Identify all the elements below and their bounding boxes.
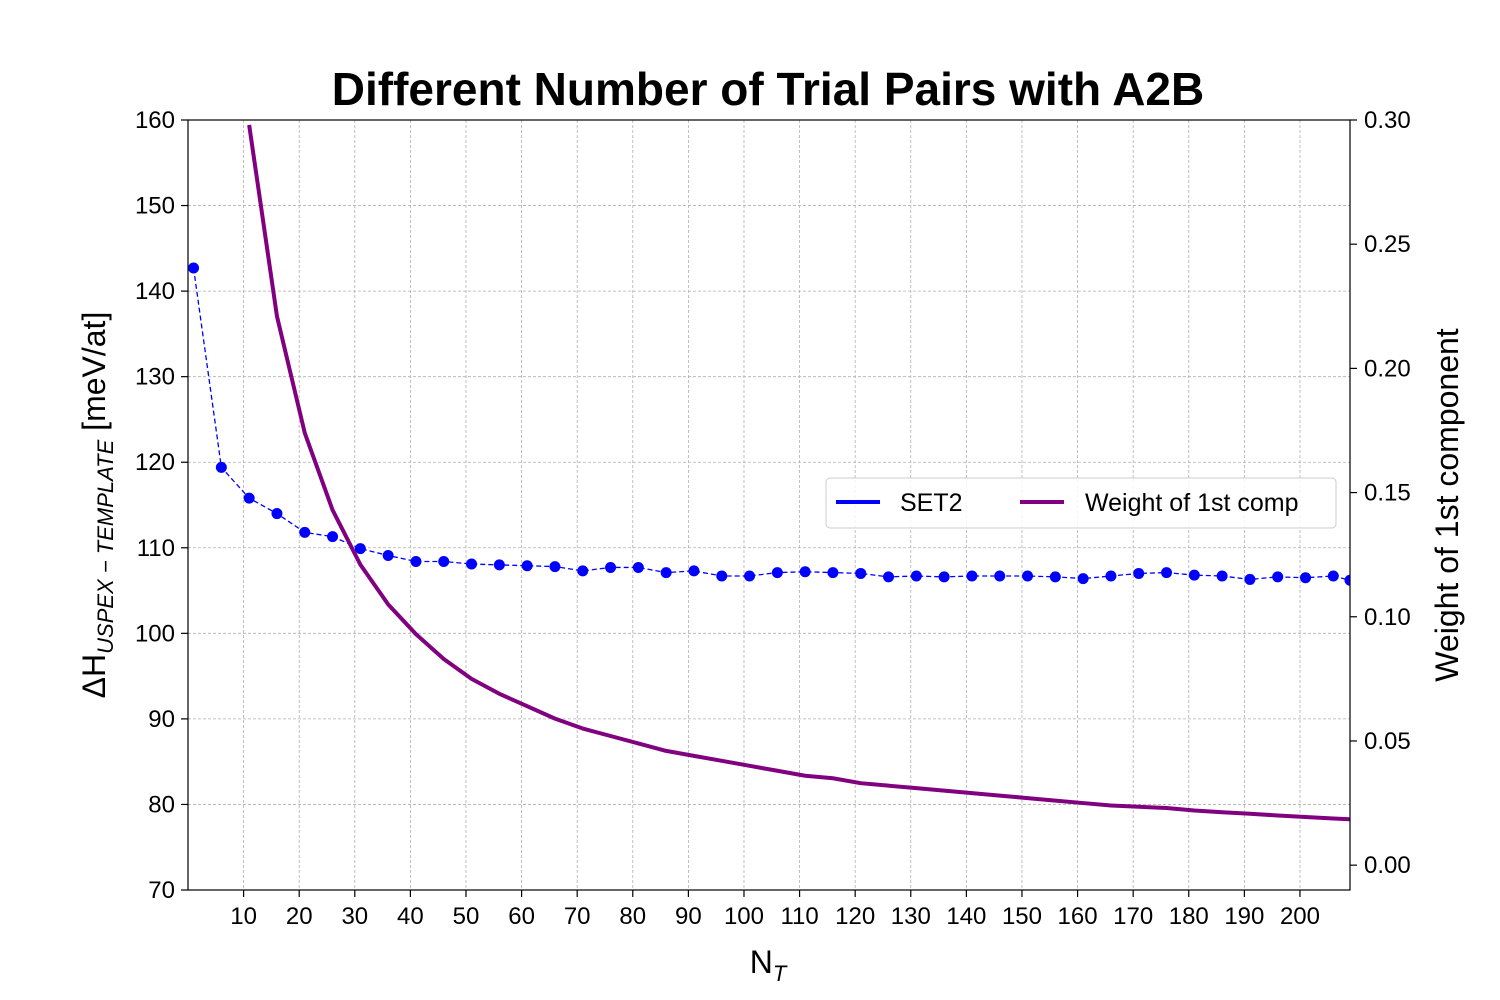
- y-left-tick-label: 130: [135, 364, 175, 391]
- series-set2-point: [799, 566, 811, 578]
- series-set2-point: [577, 565, 589, 577]
- series-set2-point: [1161, 567, 1173, 579]
- y-right-tick-label: 0.30: [1364, 107, 1411, 134]
- x-tick-label: 180: [1169, 903, 1209, 930]
- series-set2-line: [192, 267, 1350, 581]
- series-set2-point: [1327, 570, 1339, 582]
- series-set2-point: [382, 549, 394, 561]
- series-set2-point: [660, 567, 672, 579]
- series-set2-point: [938, 571, 950, 583]
- series-set2-point: [466, 558, 478, 570]
- series-set2-point: [1216, 570, 1228, 582]
- series-set2-point: [883, 571, 895, 583]
- y-right-tick-label: 0.25: [1364, 231, 1411, 258]
- y-left-tick-label: 150: [135, 193, 175, 220]
- series-set2-point: [994, 570, 1006, 582]
- x-tick-label: 200: [1280, 903, 1320, 930]
- series-set2-point: [688, 565, 700, 577]
- x-tick-label: 170: [1113, 903, 1153, 930]
- legend: SET2 Weight of 1st comp: [825, 477, 1337, 529]
- series-set2-point: [1344, 574, 1350, 586]
- series-set2-point: [632, 561, 644, 573]
- series-set2-point: [744, 570, 756, 582]
- legend-label-weight: Weight of 1st comp: [1085, 489, 1299, 517]
- x-tick-label: 80: [619, 903, 646, 930]
- legend-label-set2: SET2: [900, 489, 963, 517]
- x-tick-label: 10: [230, 903, 257, 930]
- x-tick-label: 50: [453, 903, 480, 930]
- x-tick-label: 100: [724, 903, 764, 930]
- series-set2-point: [855, 567, 867, 579]
- series-set2-point: [910, 570, 922, 582]
- plot-frame: [187, 119, 1351, 891]
- x-tick-label: 110: [780, 903, 818, 930]
- y-right-tick-label: 0.15: [1364, 480, 1411, 507]
- x-tick-label: 20: [286, 903, 313, 930]
- series-set2-point: [1049, 571, 1061, 583]
- y-left-tick-label: 120: [135, 449, 175, 476]
- x-tick-label: 120: [835, 903, 875, 930]
- series-set2-point: [1133, 567, 1145, 579]
- y-right-tick-label: 0.20: [1364, 355, 1411, 382]
- series-set2-point: [549, 561, 561, 573]
- series-weight-line: [247, 124, 1350, 822]
- series-set2-point: [827, 567, 839, 579]
- x-tick-label: 30: [341, 903, 368, 930]
- x-tick-label: 70: [564, 903, 591, 930]
- series-set2-point: [1105, 570, 1117, 582]
- series-set2-point: [966, 570, 978, 582]
- y-left-tick-label: 70: [148, 877, 175, 904]
- series-set2-point: [438, 555, 450, 567]
- y-right-tick-label: 0.05: [1364, 728, 1411, 755]
- y-left-tick-label: 80: [148, 791, 175, 818]
- chart-title: Different Number of Trial Pairs with A2B: [332, 63, 1204, 115]
- series-set2-point: [243, 492, 255, 504]
- series-set2-point: [1022, 570, 1034, 582]
- y-right-tick-label: 0.10: [1364, 604, 1411, 631]
- y-axis-left-label: ΔHUSPEX − TEMPLATE [meV/at]: [76, 312, 118, 699]
- x-tick-label: 90: [675, 903, 702, 930]
- y-left-tick-label: 100: [135, 620, 175, 647]
- y-left-tick-label: 160: [135, 107, 175, 134]
- series-set2-point: [493, 559, 505, 571]
- x-tick-label: 140: [946, 903, 986, 930]
- y-left-tick-label: 90: [148, 706, 175, 733]
- series-set2-point: [1077, 573, 1089, 585]
- series-set2-point: [605, 561, 617, 573]
- x-tick-label: 160: [1058, 903, 1098, 930]
- series-set2-point: [716, 570, 728, 582]
- series-layer: [188, 124, 1350, 822]
- legend-box: [825, 477, 1337, 529]
- x-tick-label: 190: [1224, 903, 1264, 930]
- series-set2-point: [1272, 571, 1284, 583]
- x-tick-label: 40: [397, 903, 424, 930]
- series-set2-point: [215, 461, 227, 473]
- series-set2-point: [188, 262, 200, 274]
- series-set2-point: [271, 508, 283, 520]
- y-right-tick-label: 0.00: [1364, 852, 1411, 879]
- series-set2-point: [1300, 572, 1312, 584]
- axis-ticks: 10 20 30 40 50 60 70 80 90 100 110 120 130 140 150 160 1…: [135, 107, 1411, 930]
- series-set2-point: [1244, 573, 1256, 585]
- x-tick-label: 130: [891, 903, 931, 930]
- y-left-tick-label: 140: [135, 278, 175, 305]
- y-axis-right-label: Weight of 1st component: [1429, 328, 1465, 682]
- series-set2-point: [521, 560, 533, 572]
- y-left-tick-label: 110: [137, 535, 175, 562]
- series-set2-point: [1188, 569, 1200, 581]
- x-tick-label: 150: [1002, 903, 1042, 930]
- series-set2-point: [299, 526, 311, 538]
- x-tick-label: 60: [508, 903, 535, 930]
- series-set2-point: [327, 531, 339, 543]
- series-set2-point: [771, 567, 783, 579]
- series-set2-point: [354, 543, 366, 555]
- series-set2-point: [410, 555, 422, 567]
- x-axis-label: NT: [750, 944, 788, 986]
